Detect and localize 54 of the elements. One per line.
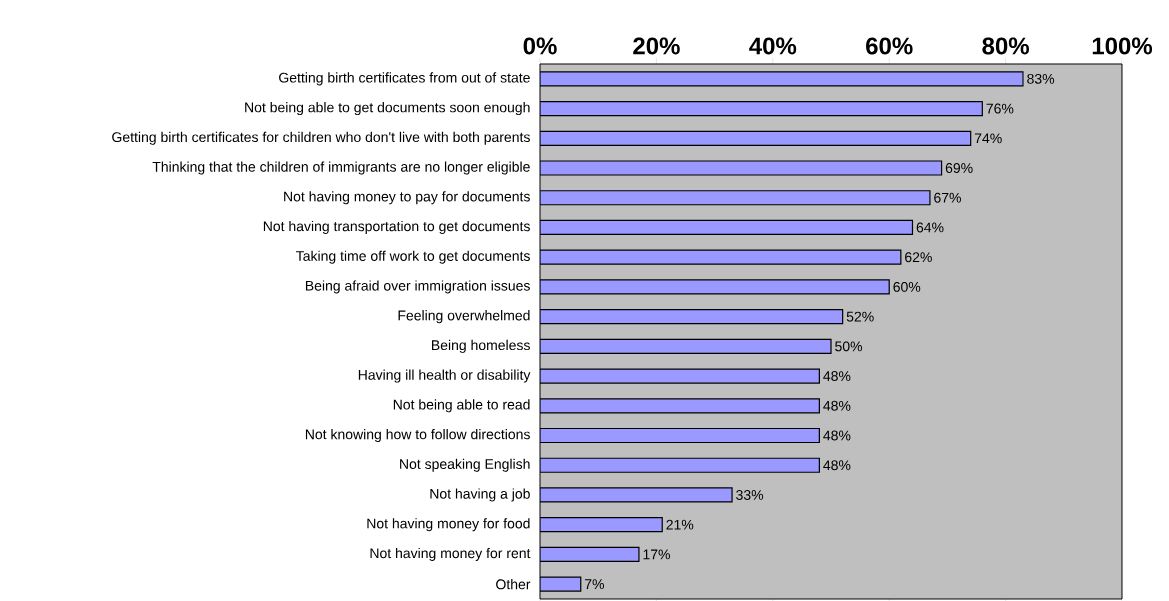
data-label: 17%	[643, 549, 670, 560]
bar	[540, 309, 844, 325]
data-label: 48%	[823, 371, 851, 382]
data-label: 48%	[823, 400, 851, 411]
y-tick-label: Not having a job	[430, 488, 530, 502]
bar	[540, 219, 914, 236]
y-tick-label: Not having money to pay for documents	[284, 191, 530, 205]
y-tick-label: Not being able to read	[393, 399, 530, 413]
x-tick-label: 80%	[982, 37, 1029, 55]
data-label: 83%	[1027, 73, 1055, 84]
y-tick-label: Getting birth certificates from out of state	[279, 72, 530, 86]
bar	[540, 398, 820, 414]
bar	[540, 130, 972, 146]
bar	[540, 100, 983, 117]
data-label: 50%	[835, 341, 863, 352]
y-tick-label: Getting birth certificates for children who don't live with both parents	[112, 131, 530, 145]
bar	[540, 457, 820, 473]
bar	[540, 249, 902, 265]
y-tick-label: Not being able to get documents soon enough	[245, 102, 530, 116]
y-tick-label: Feeling overwhelmed	[398, 310, 530, 324]
y-tick-label: Thinking that the children of immigrants are no longer eligible	[152, 161, 530, 175]
x-tick-label: 60%	[866, 37, 913, 55]
y-tick-label: Taking time off work to get documents	[296, 250, 530, 264]
y-tick-label: Not speaking English	[400, 458, 530, 472]
y-tick-label: Not knowing how to follow directions	[305, 428, 530, 443]
data-label: 7%	[585, 579, 605, 590]
data-label: 64%	[916, 222, 944, 233]
data-label: 60%	[893, 281, 921, 292]
data-label: 76%	[986, 103, 1014, 114]
data-label: 21%	[666, 519, 694, 530]
data-label: 62%	[905, 252, 932, 263]
y-tick-label: Not having money for food	[367, 518, 530, 532]
x-tick-label: 100%	[1092, 37, 1153, 55]
data-label: 33%	[736, 490, 764, 500]
bar	[540, 338, 832, 354]
y-tick-label: Being homeless	[432, 339, 530, 353]
data-label: 48%	[823, 460, 851, 471]
y-tick-label: Not having transportation to get documents	[263, 220, 530, 234]
bar	[540, 190, 931, 206]
data-label: 48%	[823, 430, 851, 441]
y-tick-label: Having ill health or disability	[358, 369, 531, 383]
bar	[540, 546, 640, 563]
bar	[540, 427, 820, 444]
x-tick-label: 0%	[523, 37, 557, 55]
data-label: 69%	[945, 163, 973, 173]
data-label: 67%	[934, 192, 961, 203]
x-tick-label: 20%	[633, 37, 680, 55]
data-label: 74%	[974, 133, 1002, 144]
y-tick-label: Not having money for rent	[370, 547, 531, 561]
bar	[540, 517, 663, 533]
data-label: 52%	[846, 311, 874, 322]
y-tick-label: Being afraid over immigration issues	[305, 280, 530, 294]
y-tick-label: Other	[496, 578, 531, 590]
x-tick-label: 40%	[749, 37, 797, 55]
